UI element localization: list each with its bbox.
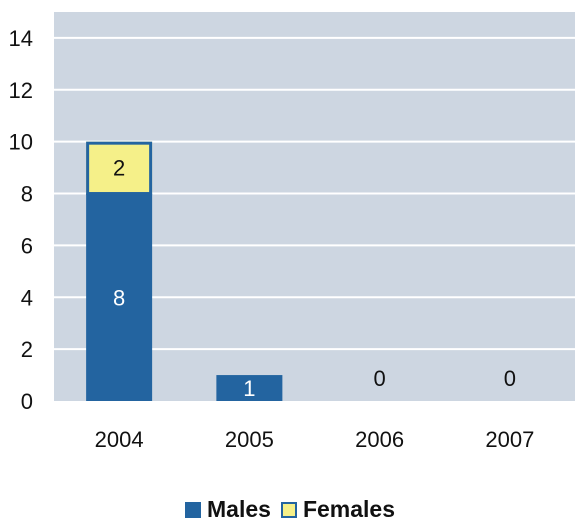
bar-males-2005 [216,375,283,401]
x-axis: 2004 2005 2006 2007 [95,427,535,452]
bar-females-2004 [86,141,153,194]
legend-swatch-males [185,501,201,518]
legend-label-females: Females [302,496,395,522]
data-label: 2 [113,156,125,181]
y-tick-label: 10 [9,130,33,155]
data-label: 1 [243,376,255,401]
data-label: 8 [113,285,125,310]
legend-item-males: Males [185,496,271,523]
x-tick-label: 2004 [95,427,144,452]
legend-label-males: Males [207,496,271,522]
data-label: 0 [504,366,516,391]
data-label: 0 [374,366,386,391]
data-labels: 8 2 1 0 0 [113,156,516,401]
x-tick-label: 2007 [485,427,534,452]
bar-outline-2004 [86,141,153,196]
legend-item-females: Females [280,496,395,523]
legend: Males Females [0,496,580,523]
y-tick-label: 6 [21,233,33,258]
y-tick-label: 4 [21,285,33,310]
legend-swatch-females [280,501,297,518]
y-tick-label: 12 [9,78,33,103]
x-tick-label: 2006 [355,427,404,452]
y-axis: 0 2 4 6 8 10 12 14 [9,26,33,414]
bars [86,141,283,401]
bar-males-2004 [86,193,153,401]
y-tick-label: 8 [21,182,33,207]
y-tick-label: 14 [9,26,33,51]
y-tick-label: 2 [21,337,33,362]
y-tick-label: 0 [21,389,33,414]
x-tick-label: 2005 [225,427,274,452]
